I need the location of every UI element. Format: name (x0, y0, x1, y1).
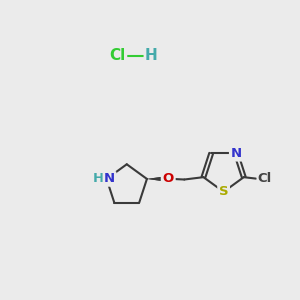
Text: O: O (163, 172, 174, 185)
Text: O: O (163, 172, 174, 185)
Text: Cl: Cl (258, 172, 272, 185)
Text: H: H (145, 48, 158, 63)
Polygon shape (147, 176, 168, 182)
Text: Cl: Cl (110, 48, 126, 63)
Text: S: S (219, 185, 228, 198)
Text: N: N (104, 172, 115, 185)
Text: H: H (93, 172, 104, 185)
Text: O: O (163, 172, 174, 185)
Text: N: N (230, 147, 242, 160)
Polygon shape (147, 176, 168, 182)
